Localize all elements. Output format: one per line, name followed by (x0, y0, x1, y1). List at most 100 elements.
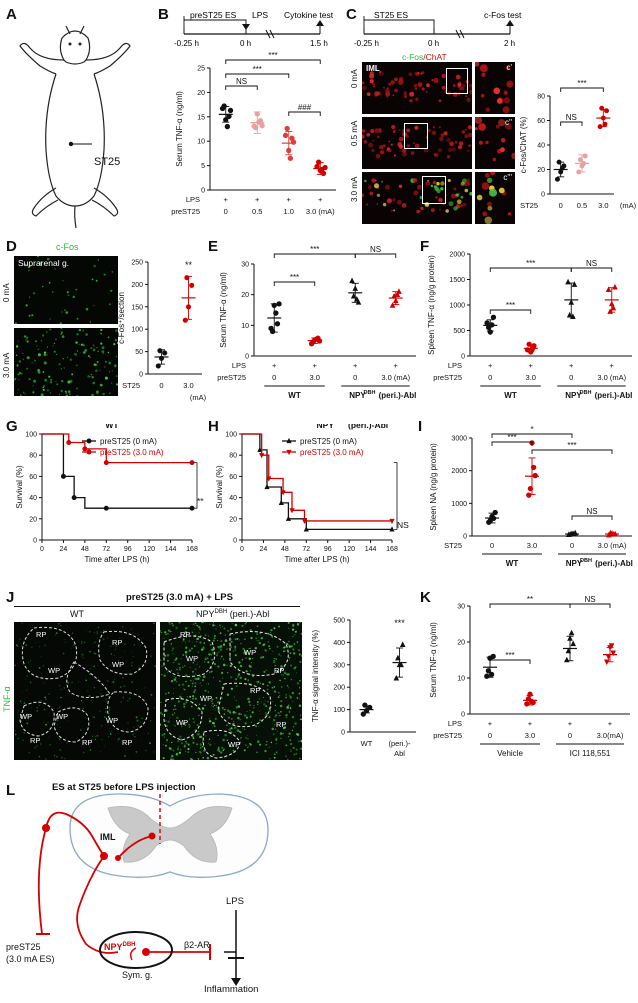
micrograph-c-3ma (362, 172, 472, 224)
significance-label: *** (268, 51, 277, 60)
data-point (162, 350, 168, 356)
data-point (103, 505, 109, 511)
row-value: 0 (353, 373, 357, 382)
group-label: NPY (349, 391, 366, 400)
x-tick-label: 72 (302, 546, 310, 553)
region-label: RP (180, 630, 191, 639)
chart-g-plot: 0 20 40 60 80 100 0 24 48 72 96 120 144 168 Survival (… (15, 420, 204, 564)
x-tick-label: 3.0 (598, 201, 608, 210)
legend-label: preST25 (3.0 mA) (300, 448, 364, 457)
x-tick-label: 3.0 (183, 381, 193, 390)
significance-bracket (225, 59, 321, 64)
region-label: WP (244, 648, 257, 657)
significance-bracket (531, 449, 613, 454)
significance-bracket (489, 659, 531, 664)
significance-bracket (225, 85, 258, 90)
data-point (276, 301, 282, 307)
y-tick-label: 50 (135, 349, 143, 356)
row-value: 3.0(mA) (597, 731, 624, 740)
row-value: + (318, 195, 323, 204)
row-value: + (529, 361, 534, 370)
data-point (571, 281, 578, 287)
legend-label: preST25 (0 mA) (300, 437, 357, 446)
y-tick-label: 250 (131, 260, 143, 267)
y-tick-label: 30 (241, 262, 249, 269)
l-pre-sub-label: (3.0 mA ES) (6, 954, 55, 964)
significance-bracket (489, 603, 571, 608)
data-point (274, 321, 281, 327)
y-tick-label: 0 (233, 538, 237, 545)
data-point (282, 132, 289, 139)
significance-bracket (489, 309, 532, 314)
row-value: + (488, 361, 493, 370)
row-value: + (287, 195, 292, 204)
y-axis-label: c-Fos/ChAT (%) (519, 116, 528, 173)
y-tick-label: 300 (333, 662, 345, 669)
group-label: WT (506, 559, 519, 568)
y-tick-label: 100 (333, 707, 345, 714)
y-tick-label: 0 (463, 534, 467, 541)
y-axis-label: TNF-α signal intensity (%) (311, 630, 320, 723)
data-point (227, 107, 234, 114)
inset-c2: c'' (475, 117, 515, 169)
y-tick-label: 0 (33, 538, 37, 545)
row-value: + (272, 361, 277, 370)
significance-label: NS (586, 259, 597, 268)
inset-box (404, 123, 428, 149)
significance-label: ### (298, 103, 312, 112)
panel-i: 0 1000 2000 3000 Spleen NA (ng/g protein) * **… (424, 424, 636, 584)
significance-label: *** (505, 651, 514, 660)
data-point (86, 438, 92, 444)
y-tick-label: 1000 (449, 303, 465, 310)
y-tick-label: 80 (229, 453, 237, 460)
significance-bracket (489, 267, 572, 272)
x-tick-label: 3.0 (mA) (598, 541, 627, 550)
significance-label: NS (370, 245, 381, 254)
y-axis-label: Survival (%) (15, 465, 24, 508)
data-point (303, 526, 309, 532)
micrograph-j-abl (160, 622, 302, 760)
y-tick-label: 40 (229, 495, 237, 502)
panel-f: 0 500 1000 1500 2000 Spleen TNF-α (ng/g prote… (424, 244, 636, 412)
stain-red-label: /ChAT (423, 52, 447, 62)
row-label: LPS (232, 361, 246, 370)
row-value: + (255, 195, 260, 204)
data-point (266, 476, 272, 482)
data-point (393, 674, 400, 681)
panel-label-a: A (6, 6, 17, 23)
y-tick-label: 20 (229, 516, 237, 523)
j-col-abl-a: NPY (196, 609, 215, 619)
x-tick-label: 0 (559, 201, 563, 210)
row-value: + (528, 719, 533, 728)
data-point (278, 499, 284, 505)
y-tick-label: 20 (29, 516, 37, 523)
chart-title-sup: DBH (335, 424, 347, 426)
x-tick-label: 144 (365, 546, 377, 553)
row-value: + (569, 361, 574, 370)
data-point (484, 320, 490, 326)
data-point (526, 492, 532, 498)
significance-bracket (354, 253, 397, 258)
x-row-label: ST25 (520, 201, 538, 210)
row-label: preST25 (433, 373, 462, 382)
y-tick-label: 150 (131, 304, 143, 311)
chart-title: WT (105, 424, 119, 430)
timeline-end-label: c-Fos test (484, 10, 522, 20)
survival-curve-1 (242, 433, 392, 522)
j-col-wt: WT (70, 609, 84, 619)
neural-circuit-schematic (36, 793, 269, 986)
row-value: + (610, 361, 615, 370)
inset-box (422, 176, 446, 204)
significance-label: NS (397, 520, 409, 530)
group-label-sup: DBH (580, 390, 592, 396)
micrograph-d-3ma (14, 328, 118, 396)
data-point (605, 286, 612, 292)
x-unit-label: (mA) (190, 393, 207, 402)
chart-d-plot: 0 50 100 150 200 250 c-Fos⁺/section ** ST25 0 3.0 (… (118, 260, 207, 403)
significance-bracket (491, 433, 573, 438)
significance-bracket (570, 267, 613, 272)
